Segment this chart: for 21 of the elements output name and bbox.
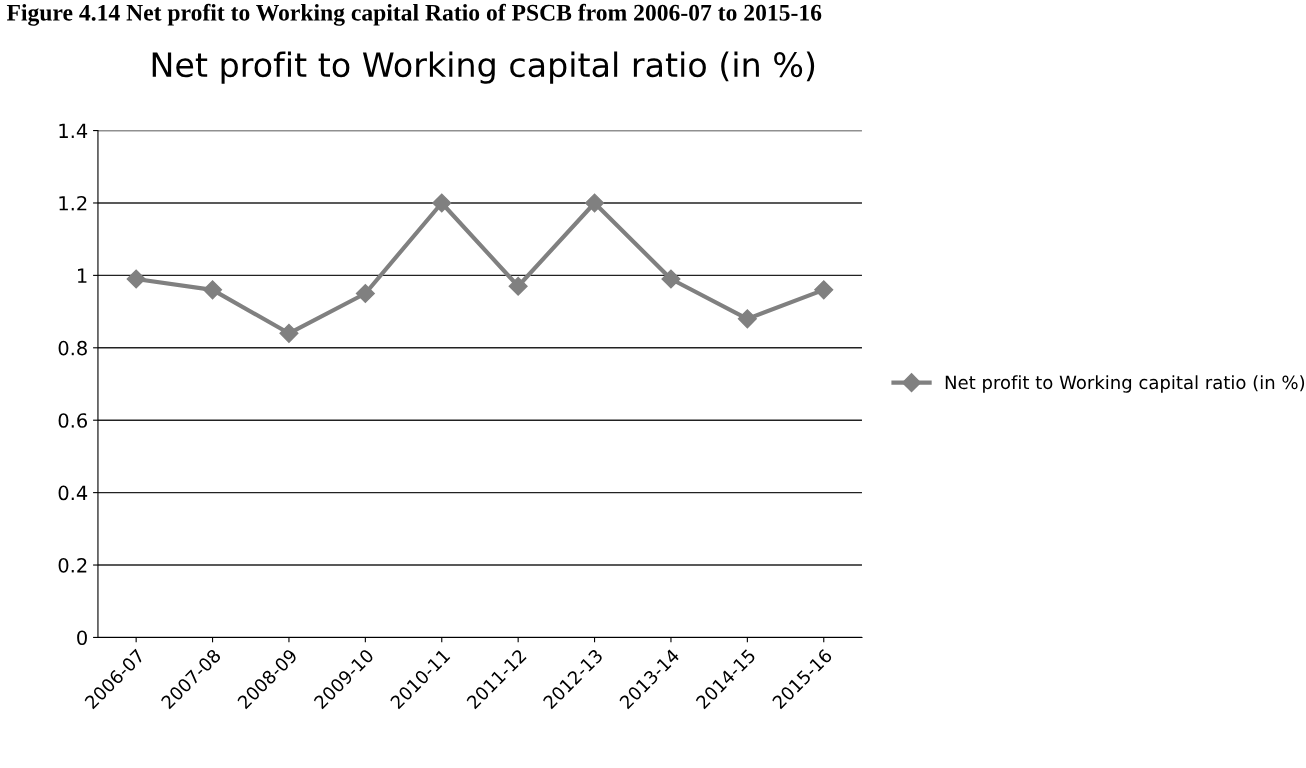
legend-label: Net profit to Working capital ratio (in %) <box>945 375 1305 393</box>
chart-title: Net profit to Working capital ratio (in %) <box>152 51 815 84</box>
y-tick-label: 1.2 <box>59 195 87 211</box>
point <box>585 193 605 213</box>
point <box>814 280 834 300</box>
point <box>126 269 146 289</box>
caption: Figure 4.14 Net profit to Working capital Ratio of PSCB from 2006-07 to 2015-16 <box>6 3 822 26</box>
point <box>203 280 223 300</box>
y-tick-label: 1 <box>77 268 87 283</box>
y-tick-label: 1.4 <box>59 123 88 138</box>
point <box>737 309 757 329</box>
y-tick-label: 0.8 <box>58 340 87 356</box>
point <box>432 193 452 213</box>
point <box>508 276 528 296</box>
point <box>279 323 299 343</box>
y-tick-label: 0.6 <box>58 413 87 428</box>
y-tick-label: 0.4 <box>58 485 88 501</box>
point <box>355 283 375 304</box>
y-tick-label: 0.2 <box>58 557 87 573</box>
y-tick-label: 0 <box>77 630 87 646</box>
point <box>661 269 681 289</box>
